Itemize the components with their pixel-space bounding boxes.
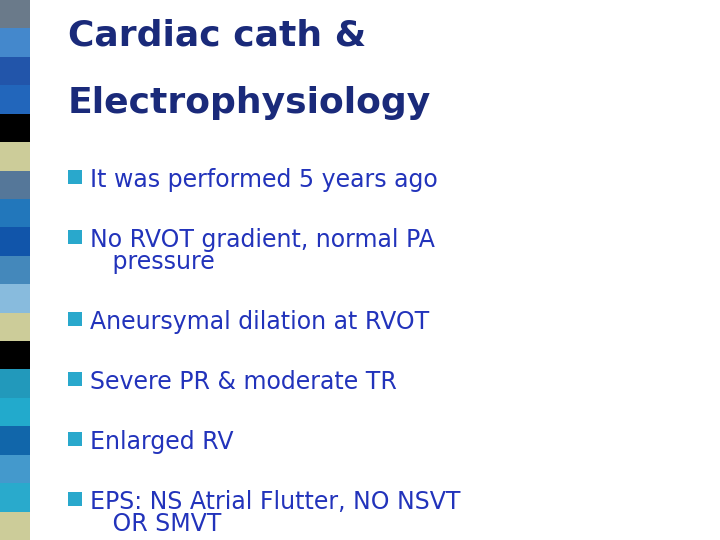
- Bar: [0, 483, 30, 511]
- Bar: [0, 199, 30, 227]
- Text: Enlarged RV: Enlarged RV: [90, 430, 233, 454]
- Text: No RVOT gradient, normal PA: No RVOT gradient, normal PA: [90, 228, 435, 252]
- Bar: [0, 114, 30, 142]
- Text: Cardiac cath &: Cardiac cath &: [68, 18, 366, 52]
- Text: Severe PR & moderate TR: Severe PR & moderate TR: [90, 370, 397, 394]
- Bar: [0, 256, 30, 284]
- Bar: [68, 372, 82, 386]
- Text: pressure: pressure: [90, 250, 215, 274]
- Text: OR SMVT: OR SMVT: [90, 512, 221, 536]
- Bar: [0, 284, 30, 313]
- Bar: [0, 455, 30, 483]
- Bar: [68, 312, 82, 326]
- Bar: [0, 29, 30, 57]
- Text: EPS: NS Atrial Flutter, NO NSVT: EPS: NS Atrial Flutter, NO NSVT: [90, 490, 461, 514]
- Bar: [0, 369, 30, 398]
- Bar: [68, 170, 82, 184]
- Bar: [0, 426, 30, 455]
- Bar: [0, 171, 30, 199]
- Bar: [0, 398, 30, 426]
- Bar: [0, 227, 30, 256]
- Bar: [68, 230, 82, 244]
- Text: It was performed 5 years ago: It was performed 5 years ago: [90, 168, 438, 192]
- Bar: [0, 341, 30, 369]
- Bar: [0, 142, 30, 171]
- Text: Aneursymal dilation at RVOT: Aneursymal dilation at RVOT: [90, 310, 429, 334]
- Bar: [0, 0, 30, 29]
- Bar: [0, 313, 30, 341]
- Bar: [68, 492, 82, 506]
- Text: Electrophysiology: Electrophysiology: [68, 86, 431, 120]
- Bar: [0, 511, 30, 540]
- Bar: [0, 85, 30, 114]
- Bar: [68, 432, 82, 446]
- Bar: [0, 57, 30, 85]
